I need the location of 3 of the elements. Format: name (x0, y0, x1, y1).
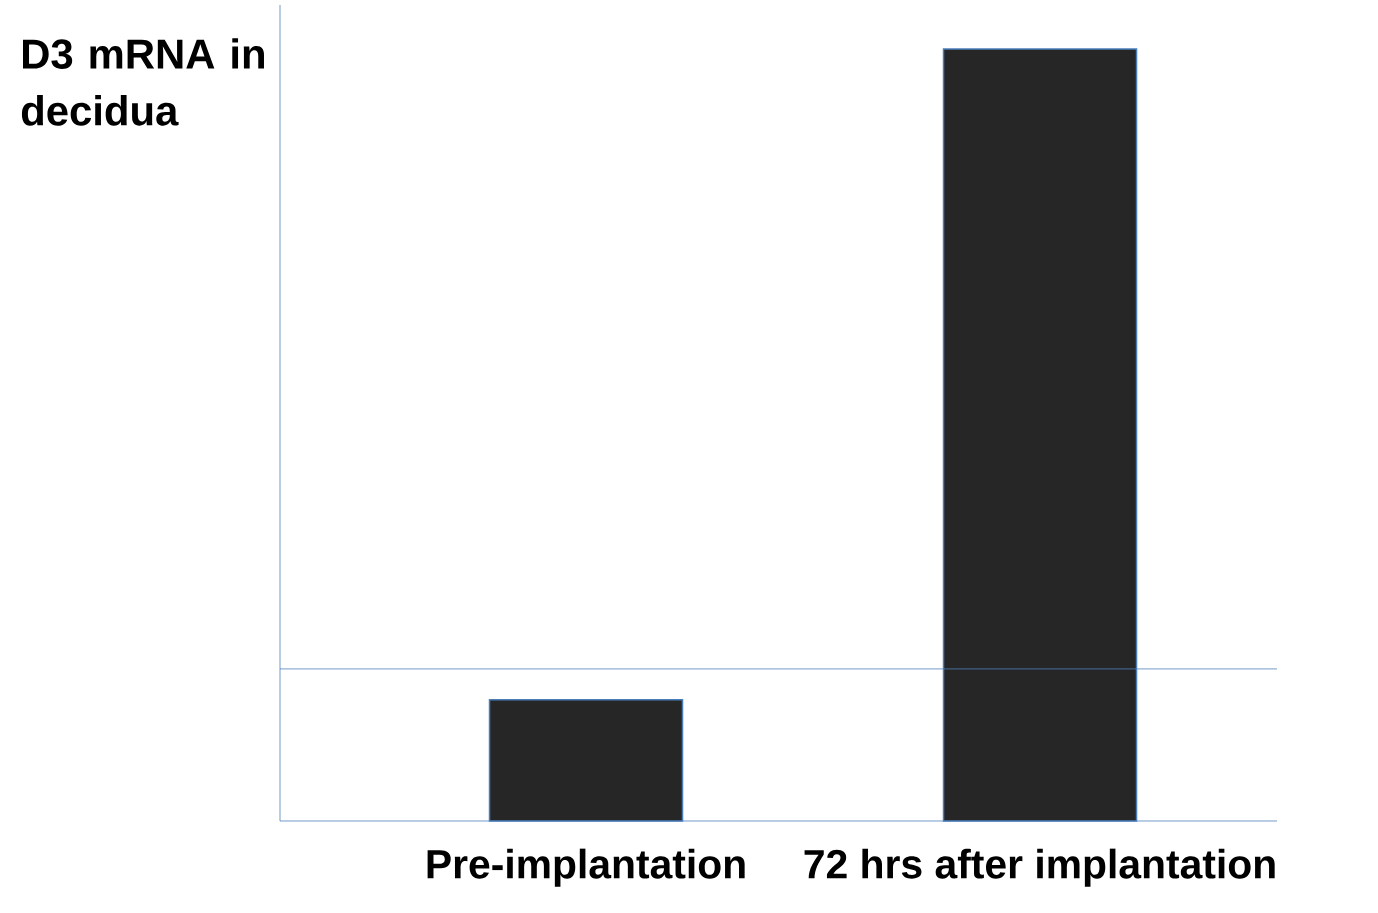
x-tick-label: Pre-implantation (427, 848, 745, 887)
x-tick-label: 72 hrs after implantation (804, 848, 1275, 887)
y-axis-title: D3 mRNA in decidua (21, 38, 264, 126)
